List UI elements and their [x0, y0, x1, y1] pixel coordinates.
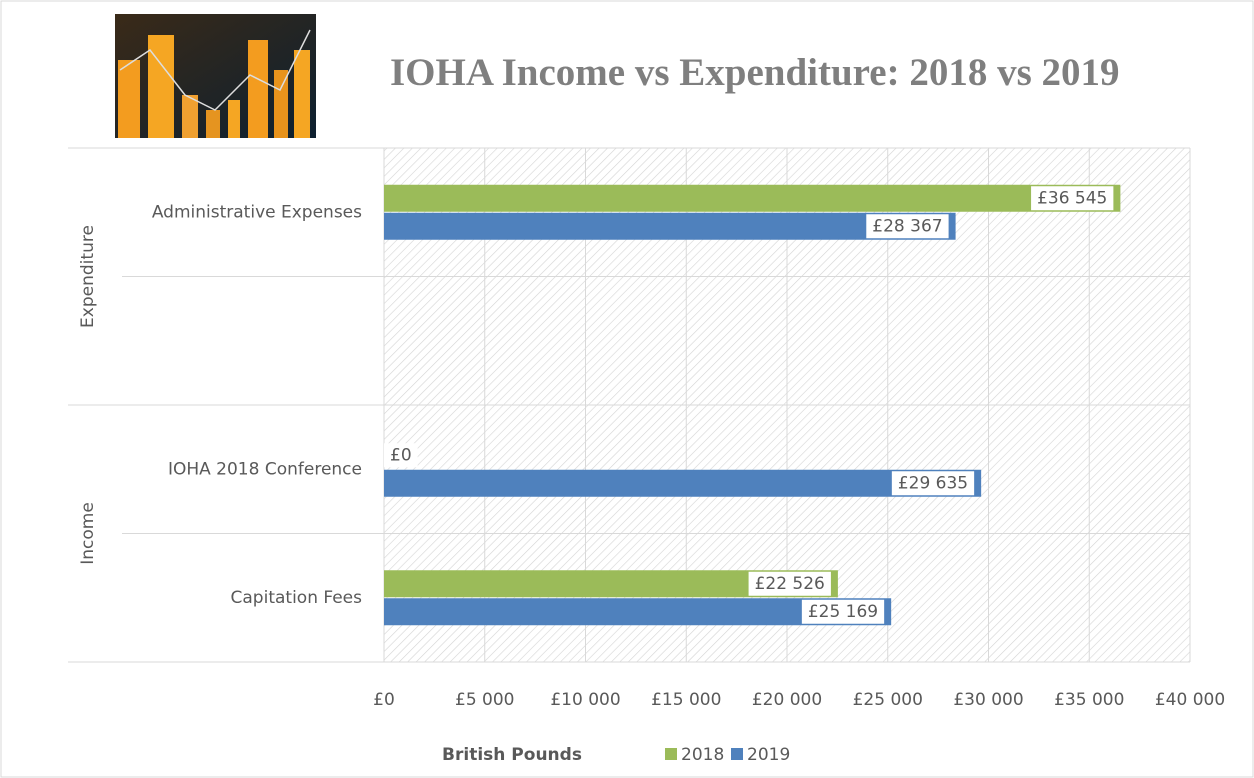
y-tick-label: Capitation Fees	[231, 588, 363, 608]
data-label-bg	[801, 599, 885, 624]
x-tick-label: £20 000	[752, 690, 822, 710]
x-tick-label: £35 000	[1054, 690, 1124, 710]
x-tick-label: £25 000	[853, 690, 923, 710]
group-label: Income	[78, 502, 98, 565]
data-label-bg	[1031, 186, 1114, 211]
x-tick-label: £5 000	[455, 690, 514, 710]
bar	[384, 469, 982, 497]
x-tick-label: £40 000	[1155, 690, 1225, 710]
bar	[384, 184, 1121, 212]
legend-label: 2019	[747, 745, 790, 765]
data-label-bg	[384, 443, 418, 468]
data-label: £28 367	[872, 216, 942, 236]
x-axis-title: British Pounds	[442, 745, 582, 765]
data-label: £29 635	[898, 473, 968, 493]
chart-title: IOHA Income vs Expenditure: 2018 vs 2019	[390, 51, 1120, 94]
x-tick-label: £0	[373, 690, 395, 710]
data-label: £25 169	[808, 602, 878, 622]
data-label-bg	[748, 571, 831, 596]
data-label: £22 526	[755, 574, 825, 594]
y-tick-label: Administrative Expenses	[152, 202, 362, 222]
data-label: £36 545	[1037, 188, 1107, 208]
header-image	[115, 14, 316, 138]
bar	[384, 212, 956, 240]
legend-swatch	[665, 748, 677, 760]
data-label-bg	[891, 471, 975, 496]
data-label: £0	[390, 445, 412, 465]
x-tick-label: £15 000	[651, 690, 721, 710]
legend-label: 2018	[681, 745, 724, 765]
group-label: Expenditure	[78, 225, 98, 328]
y-tick-label: IOHA 2018 Conference	[168, 459, 362, 479]
data-label-bg	[866, 214, 949, 239]
x-tick-label: £10 000	[550, 690, 620, 710]
legend-swatch	[731, 748, 743, 760]
x-tick-label: £30 000	[953, 690, 1023, 710]
